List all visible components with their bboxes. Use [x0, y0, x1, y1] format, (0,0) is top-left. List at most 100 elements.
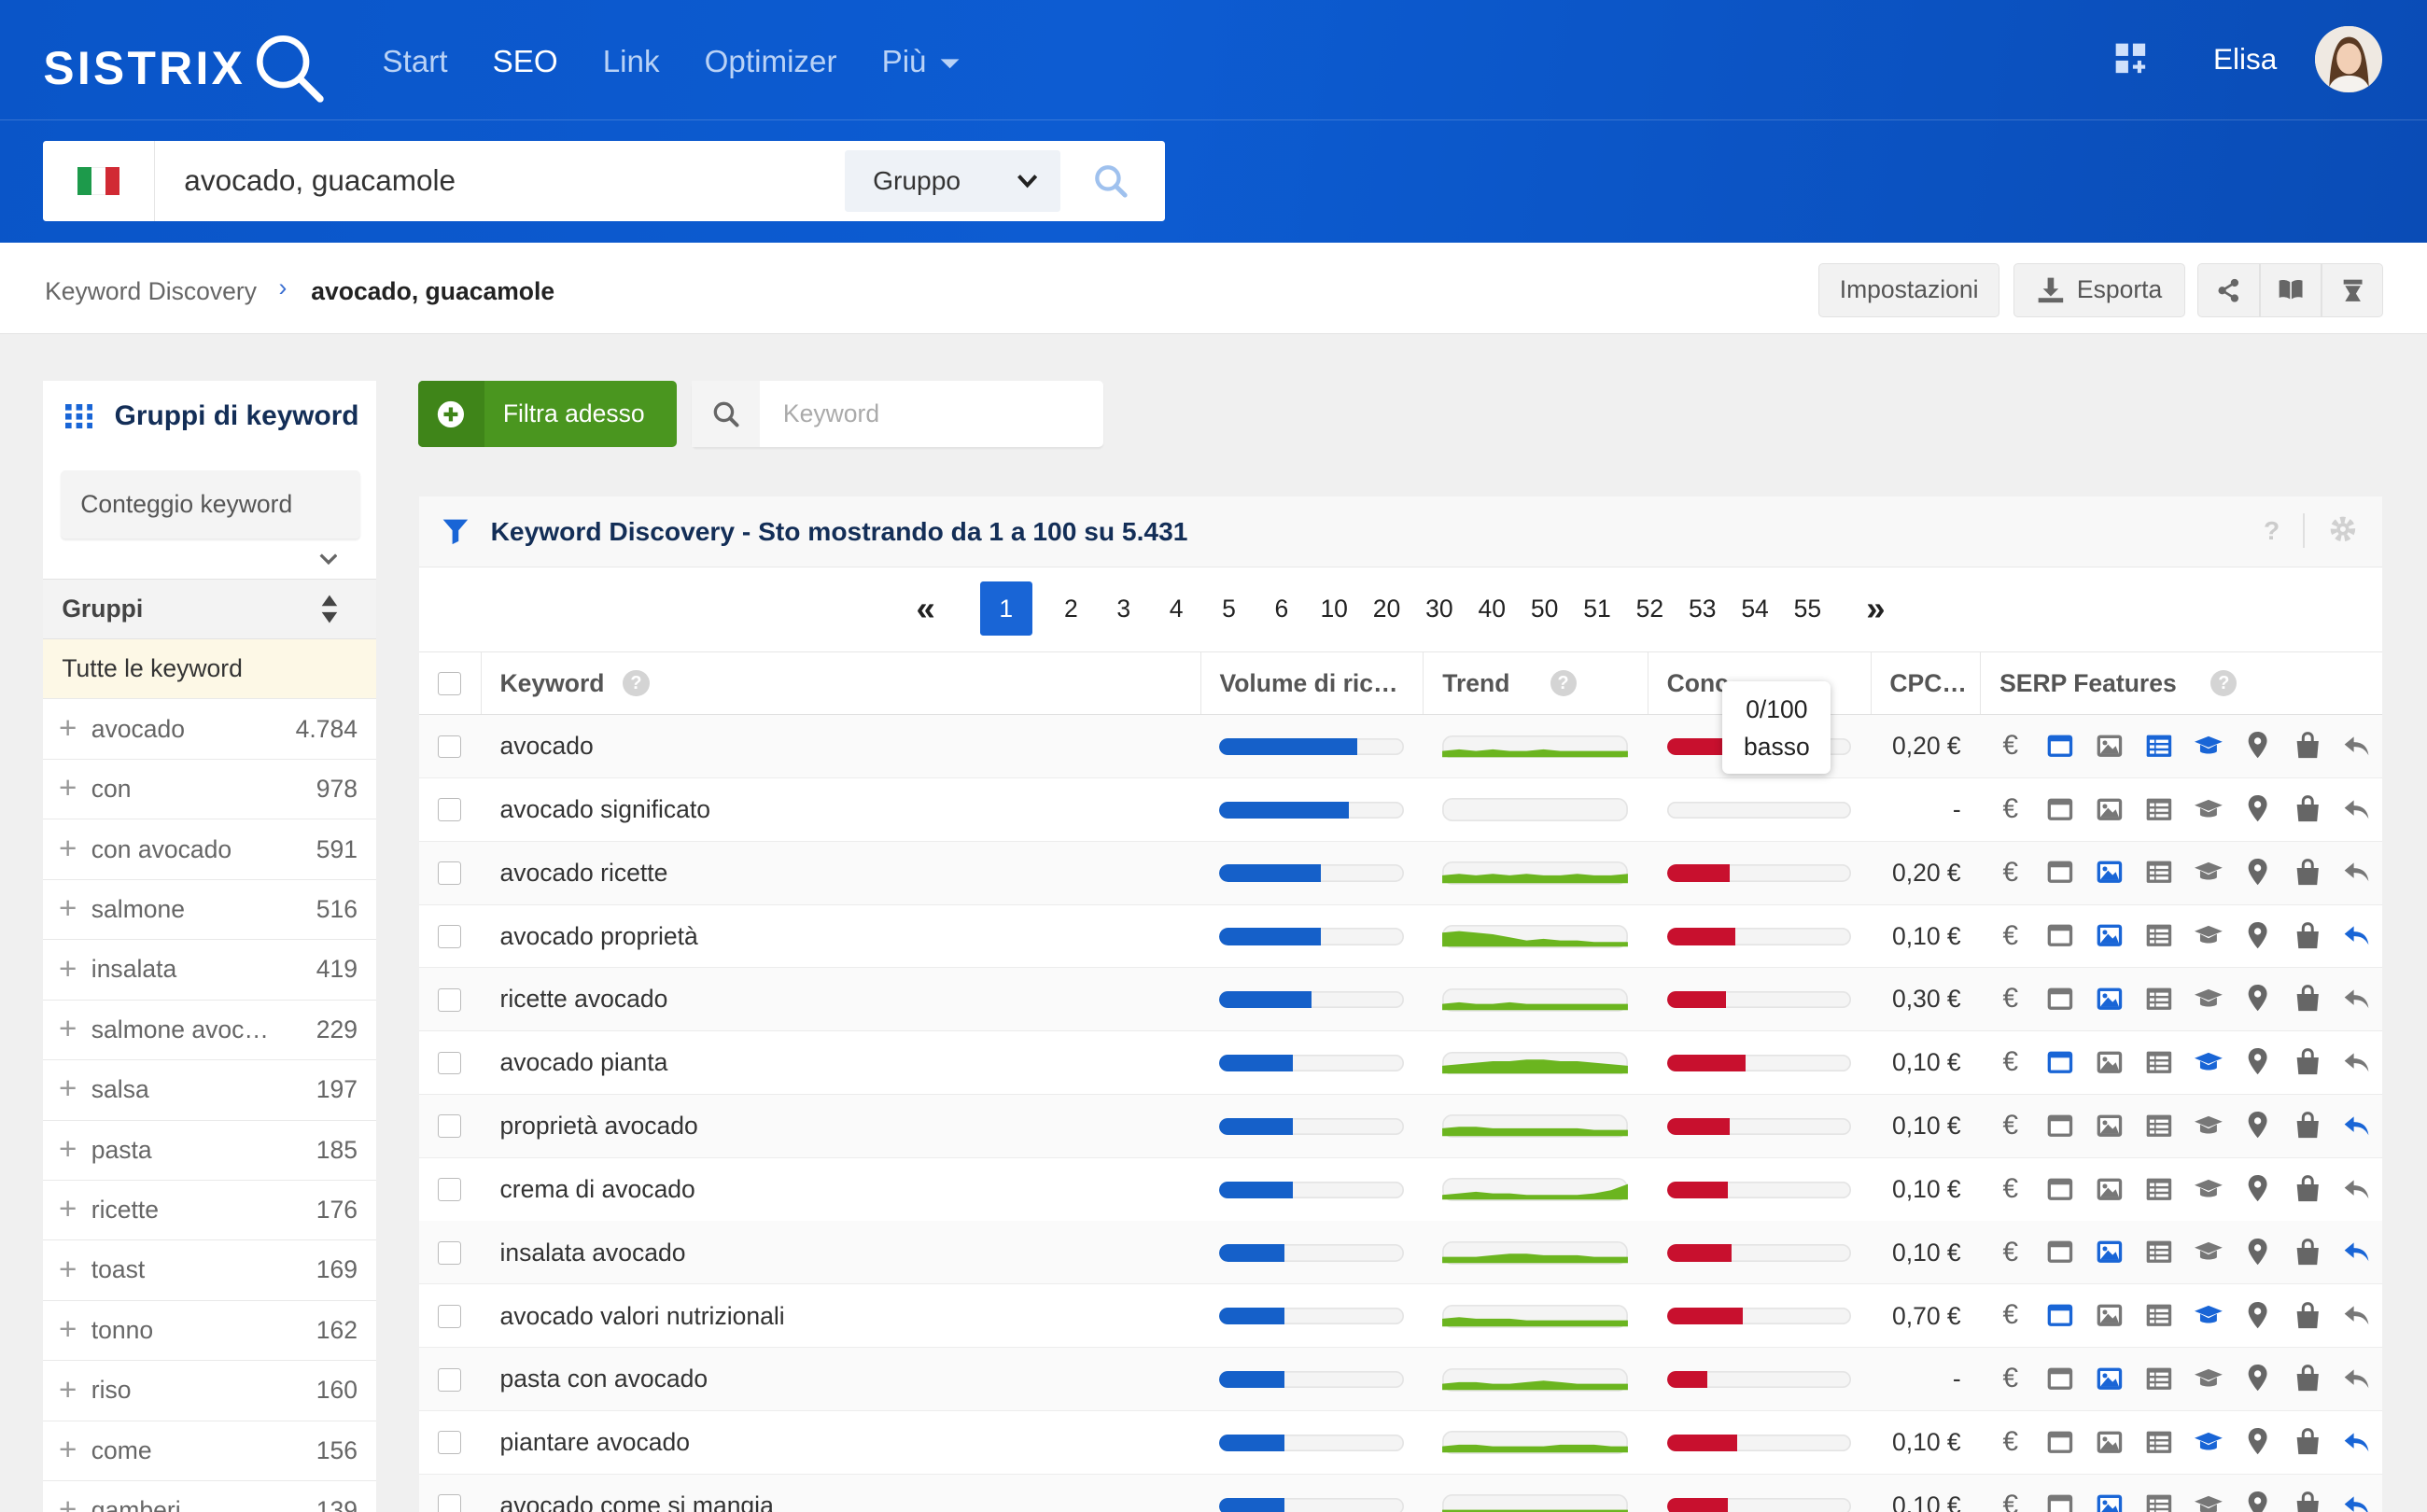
- news-icon[interactable]: [2145, 1302, 2173, 1330]
- education-icon[interactable]: [2195, 1239, 2223, 1267]
- search-button[interactable]: [1060, 164, 1162, 198]
- plus-icon[interactable]: +: [59, 1312, 77, 1348]
- group-item[interactable]: + avocado 4.784: [43, 699, 376, 761]
- plus-icon[interactable]: +: [59, 1192, 77, 1227]
- help-icon[interactable]: ?: [2210, 670, 2238, 697]
- keyword-link[interactable]: avocado come si mangia: [499, 1491, 774, 1512]
- image-icon[interactable]: [2096, 859, 2124, 887]
- col-keyword[interactable]: Keyword?: [482, 652, 1201, 715]
- apps-grid-icon[interactable]: [2114, 42, 2148, 76]
- row-checkbox[interactable]: [438, 798, 462, 822]
- map-pin-icon[interactable]: [2244, 1048, 2272, 1076]
- reply-icon[interactable]: [2343, 1175, 2371, 1203]
- plus-icon[interactable]: +: [59, 1131, 77, 1167]
- page-link[interactable]: 51: [1583, 594, 1611, 623]
- col-serp-features[interactable]: SERP Features?: [1981, 652, 2381, 714]
- keyword-link[interactable]: avocado valori nutrizionali: [499, 1301, 785, 1330]
- nav-start[interactable]: Start: [382, 44, 448, 79]
- keyword-link[interactable]: proprietà avocado: [499, 1112, 698, 1141]
- group-item[interactable]: + toast 169: [43, 1240, 376, 1301]
- euro-icon[interactable]: €: [2002, 1236, 2019, 1267]
- page-link[interactable]: 2: [1064, 594, 1078, 623]
- education-icon[interactable]: [2195, 985, 2223, 1013]
- image-icon[interactable]: [2096, 985, 2124, 1013]
- image-icon[interactable]: [2096, 1239, 2124, 1267]
- euro-icon[interactable]: €: [2002, 730, 2019, 762]
- shopping-icon[interactable]: [2294, 732, 2322, 760]
- image-icon[interactable]: [2096, 1112, 2124, 1140]
- image-icon[interactable]: [2096, 1365, 2124, 1393]
- help-icon[interactable]: ?: [1550, 670, 1577, 697]
- group-item[interactable]: + ricette 176: [43, 1181, 376, 1241]
- adwords-icon[interactable]: [2046, 1428, 2074, 1456]
- adwords-icon[interactable]: [2046, 1365, 2074, 1393]
- keyword-link[interactable]: insalata avocado: [499, 1238, 686, 1267]
- adwords-icon[interactable]: [2046, 859, 2074, 887]
- keyword-link[interactable]: avocado pianta: [499, 1048, 668, 1077]
- group-item[interactable]: + con 978: [43, 760, 376, 820]
- news-icon[interactable]: [2145, 732, 2173, 760]
- image-icon[interactable]: [2096, 795, 2124, 823]
- plus-icon[interactable]: +: [59, 1492, 77, 1512]
- reply-icon[interactable]: [2343, 1302, 2371, 1330]
- share-button[interactable]: [2197, 262, 2260, 317]
- group-item[interactable]: + pasta 185: [43, 1120, 376, 1181]
- page-link[interactable]: 55: [1793, 594, 1822, 623]
- keyword-link[interactable]: avocado ricette: [499, 858, 668, 887]
- education-icon[interactable]: [2195, 1491, 2223, 1512]
- search-input[interactable]: [154, 140, 846, 222]
- keyword-link[interactable]: avocado: [499, 732, 594, 761]
- image-icon[interactable]: [2096, 1302, 2124, 1330]
- page-link[interactable]: 10: [1320, 594, 1348, 623]
- group-item[interactable]: + insalata 419: [43, 940, 376, 1001]
- image-icon[interactable]: [2096, 1428, 2124, 1456]
- image-icon[interactable]: [2096, 1048, 2124, 1076]
- reply-icon[interactable]: [2343, 1048, 2371, 1076]
- nav-more[interactable]: Più: [882, 42, 961, 82]
- adwords-icon[interactable]: [2046, 985, 2074, 1013]
- image-icon[interactable]: [2096, 1491, 2124, 1512]
- table-row[interactable]: pasta con avocado - €: [419, 1348, 2382, 1412]
- plus-icon[interactable]: +: [59, 771, 77, 806]
- education-icon[interactable]: [2195, 922, 2223, 950]
- keyword-link[interactable]: avocado proprietà: [499, 921, 698, 950]
- map-pin-icon[interactable]: [2244, 1112, 2272, 1140]
- reply-icon[interactable]: [2343, 732, 2371, 760]
- reply-icon[interactable]: [2343, 795, 2371, 823]
- row-checkbox[interactable]: [438, 1178, 462, 1202]
- news-icon[interactable]: [2145, 1239, 2173, 1267]
- map-pin-icon[interactable]: [2244, 1174, 2272, 1203]
- map-pin-icon[interactable]: [2244, 1491, 2272, 1512]
- reply-icon[interactable]: [2343, 1428, 2371, 1456]
- row-checkbox[interactable]: [438, 1114, 462, 1139]
- adwords-icon[interactable]: [2046, 732, 2074, 760]
- reply-icon[interactable]: [2343, 922, 2371, 950]
- row-checkbox[interactable]: [438, 1431, 462, 1455]
- col-volume[interactable]: Volume di ric…: [1201, 652, 1424, 715]
- group-item[interactable]: + salmone 516: [43, 880, 376, 941]
- table-row[interactable]: avocado ricette 0,20 € €: [419, 841, 2382, 905]
- breadcrumb-root[interactable]: Keyword Discovery: [45, 276, 258, 305]
- help-icon[interactable]: ?: [623, 670, 650, 697]
- table-row[interactable]: avocado pianta 0,10 € €: [419, 1031, 2382, 1095]
- euro-icon[interactable]: €: [2002, 792, 2019, 824]
- shopping-icon[interactable]: [2294, 1112, 2322, 1140]
- next-pages-icon[interactable]: »: [1866, 589, 1886, 628]
- education-icon[interactable]: [2195, 1302, 2223, 1330]
- map-pin-icon[interactable]: [2244, 1365, 2272, 1393]
- shopping-icon[interactable]: [2294, 1428, 2322, 1456]
- map-pin-icon[interactable]: [2244, 732, 2272, 760]
- row-checkbox[interactable]: [438, 735, 462, 759]
- nav-link[interactable]: Link: [602, 44, 660, 79]
- row-checkbox[interactable]: [438, 924, 462, 948]
- image-icon[interactable]: [2096, 922, 2124, 950]
- euro-icon[interactable]: €: [2002, 1046, 2019, 1078]
- euro-icon[interactable]: €: [2002, 1363, 2019, 1394]
- education-icon[interactable]: [2195, 1365, 2223, 1393]
- table-row[interactable]: ricette avocado 0,30 € €: [419, 968, 2382, 1032]
- plus-icon[interactable]: +: [59, 1012, 77, 1047]
- plus-icon[interactable]: +: [59, 891, 77, 927]
- keyword-link[interactable]: piantare avocado: [499, 1428, 690, 1457]
- gear-icon[interactable]: [2329, 515, 2357, 543]
- euro-icon[interactable]: €: [2002, 1299, 2019, 1331]
